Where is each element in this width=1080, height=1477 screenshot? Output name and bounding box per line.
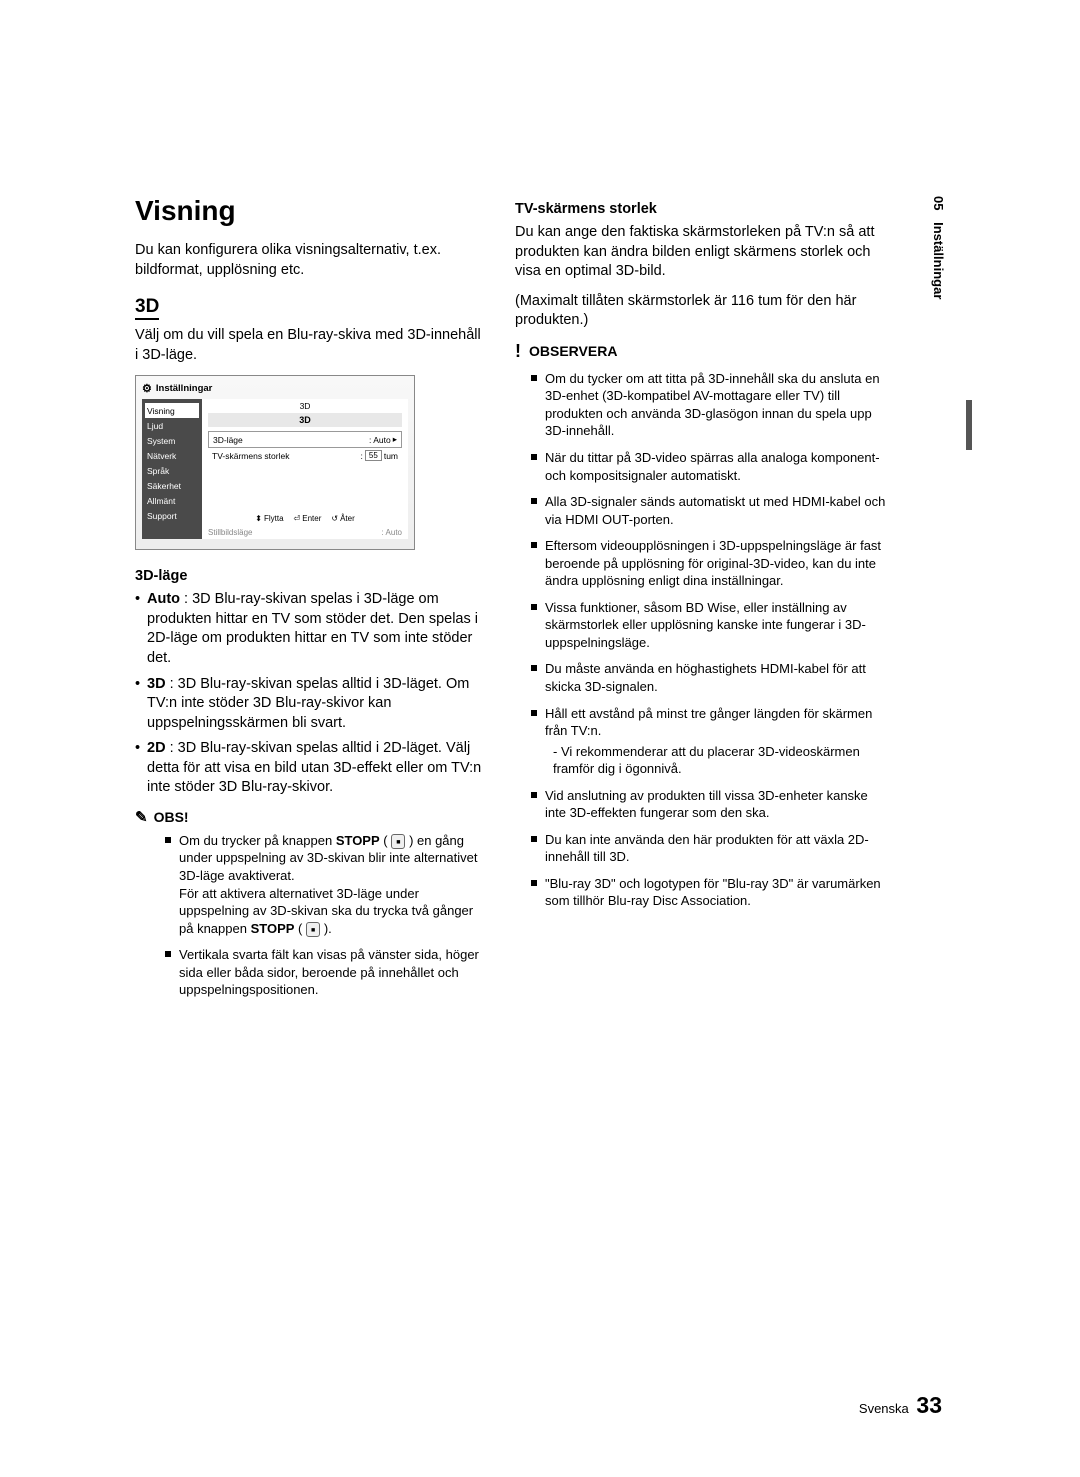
list-item: Om du tycker om att titta på 3D-innehåll… — [545, 370, 890, 440]
mode3d-heading: 3D-läge — [135, 568, 485, 584]
ss-nav-hints: ⬍ Flytta ⏎ Enter ↺ Åter — [202, 514, 408, 523]
tvsize-para2: (Maximalt tillåten skärmstorlek är 116 t… — [515, 292, 890, 331]
list-item: Vid anslutning av produkten till vissa 3… — [545, 787, 890, 822]
list-item: Vissa funktioner, såsom BD Wise, eller i… — [545, 599, 890, 652]
observera-header: ! OBSERVERA — [515, 341, 890, 362]
section-3d-heading: 3D — [135, 296, 159, 320]
tvsize-para1: Du kan ange den faktiska skärmstorleken … — [515, 223, 890, 282]
obs-list: Om du trycker på knappen STOPP ( ) en gå… — [135, 832, 485, 999]
intro-text: Du kan konfigurera olika visningsalterna… — [135, 241, 485, 280]
ss-side-item: Språk — [145, 463, 199, 478]
ss-side-item: System — [145, 433, 199, 448]
section-3d-para: Välj om du vill spela en Blu-ray-skiva m… — [135, 326, 485, 365]
gear-icon: ⚙ — [142, 382, 152, 395]
page-footer: Svenska 33 — [859, 1392, 942, 1419]
list-item: "Blu-ray 3D" och logotypen för "Blu-ray … — [545, 875, 890, 910]
list-item: När du tittar på 3D-video spärras alla a… — [545, 449, 890, 484]
list-item: Auto : 3D Blu-ray-skivan spelas i 3D-läg… — [147, 590, 485, 668]
ss-side-item: Ljud — [145, 418, 199, 433]
ss-row-tvsize: TV-skärmens storlek : 55 tum — [208, 448, 402, 463]
ss-side-item: Visning — [145, 403, 199, 418]
ss-breadcrumb: 3D — [208, 401, 402, 411]
page-title: Visning — [135, 195, 485, 227]
ss-title: 3D — [208, 413, 402, 427]
exclamation-icon: ! — [515, 341, 521, 362]
stop-icon — [391, 834, 405, 850]
mode3d-list: Auto : 3D Blu-ray-skivan spelas i 3D-läg… — [135, 590, 485, 798]
list-item: Vertikala svarta fält kan visas på vänst… — [179, 946, 485, 999]
list-item: Du kan inte använda den här produkten fö… — [545, 831, 890, 866]
list-item: 2D : 3D Blu-ray-skivan spelas alltid i 2… — [147, 739, 485, 798]
ss-header-text: Inställningar — [156, 383, 212, 394]
settings-screenshot: ⚙ Inställningar Visning Ljud System Nätv… — [135, 375, 415, 550]
ss-side-item: Säkerhet — [145, 478, 199, 493]
side-marker — [966, 400, 972, 450]
ss-sidebar: Visning Ljud System Nätverk Språk Säkerh… — [142, 399, 202, 539]
list-item: Om du trycker på knappen STOPP ( ) en gå… — [179, 832, 485, 937]
observera-subdash: - Vi rekommenderar att du placerar 3D-vi… — [545, 743, 890, 778]
tvsize-heading: TV-skärmens storlek — [515, 201, 890, 217]
list-item: Håll ett avstånd på minst tre gånger län… — [545, 705, 890, 778]
ss-bottom-row: Stillbildsläge : Auto — [202, 528, 408, 537]
ss-side-item: Nätverk — [145, 448, 199, 463]
list-item: Eftersom videoupplösningen i 3D-uppspeln… — [545, 537, 890, 590]
obs-header: ✎ OBS! — [135, 808, 485, 826]
ss-side-item: Support — [145, 508, 199, 523]
side-tab: 05 Inställningar — [931, 196, 946, 299]
list-item: Alla 3D-signaler sänds automatiskt ut me… — [545, 493, 890, 528]
ss-row-3dmode: 3D-läge : Auto ▸ — [208, 431, 402, 448]
list-item: 3D : 3D Blu-ray-skivan spelas alltid i 3… — [147, 675, 485, 734]
note-icon: ✎ — [135, 808, 148, 826]
observera-list: Om du tycker om att titta på 3D-innehåll… — [515, 370, 890, 910]
ss-side-item: Allmänt — [145, 493, 199, 508]
stop-icon — [306, 922, 320, 938]
list-item: Du måste använda en höghastighets HDMI-k… — [545, 660, 890, 695]
